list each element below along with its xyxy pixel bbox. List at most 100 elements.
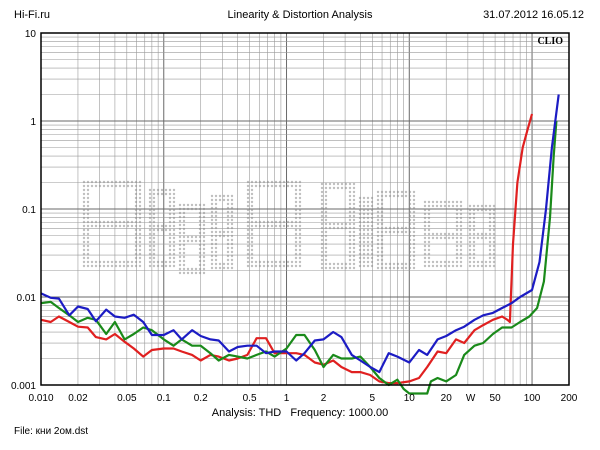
watermark-dot: [340, 182, 344, 186]
watermark-dot: [340, 262, 344, 266]
watermark-dot: [362, 232, 366, 236]
watermark-dot: [172, 264, 176, 268]
watermark-dot: [82, 256, 86, 260]
watermark-dot: [427, 252, 431, 256]
watermark-dot: [258, 184, 262, 188]
watermark-dot: [214, 198, 218, 202]
watermark-dot: [148, 200, 152, 204]
watermark-dot: [472, 252, 476, 256]
watermark-dot: [178, 227, 182, 231]
watermark-dot: [294, 204, 298, 208]
watermark-dot: [352, 238, 356, 242]
watermark-dot: [427, 204, 431, 208]
watermark-dot: [352, 230, 356, 234]
watermark-dot: [366, 240, 370, 244]
watermark-dot: [198, 231, 202, 235]
watermark-dot: [451, 264, 455, 268]
watermark-dot: [459, 256, 463, 260]
watermark-dot: [134, 240, 138, 244]
watermark-dot: [352, 234, 356, 238]
watermark-dot: [98, 220, 102, 224]
watermark-dot: [480, 260, 484, 264]
watermark-dot: [226, 262, 230, 266]
watermark-dot: [468, 248, 472, 252]
watermark-dot: [82, 212, 86, 216]
watermark-dot: [182, 203, 186, 207]
watermark-dot: [226, 206, 230, 210]
watermark-dot: [134, 228, 138, 232]
watermark-dot: [94, 224, 98, 228]
watermark-dot: [404, 230, 408, 234]
watermark-dot: [222, 234, 226, 238]
watermark-dot: [476, 236, 480, 240]
watermark-dot: [250, 260, 254, 264]
watermark-dot: [114, 184, 118, 188]
watermark-dot: [82, 236, 86, 240]
watermark-dot: [172, 256, 176, 260]
watermark-dot: [274, 264, 278, 268]
watermark-dot: [324, 218, 328, 222]
watermark-dot: [172, 196, 176, 200]
watermark-dot: [126, 180, 130, 184]
watermark-dot: [202, 211, 206, 215]
watermark-dot: [488, 216, 492, 220]
watermark-dot: [468, 240, 472, 244]
watermark-dot: [447, 264, 451, 268]
watermark-dot: [178, 239, 182, 243]
watermark-dot: [320, 246, 324, 250]
watermark-dot: [484, 260, 488, 264]
watermark-dot: [348, 266, 352, 270]
watermark-dot: [168, 236, 172, 240]
watermark-dot: [250, 240, 254, 244]
watermark-dot: [324, 186, 328, 190]
watermark-dot: [102, 180, 106, 184]
watermark-dot: [194, 267, 198, 271]
watermark-dot: [178, 259, 182, 263]
y-tick-label: 0.01: [17, 293, 37, 304]
watermark-dot: [332, 266, 336, 270]
watermark-dot: [408, 254, 412, 258]
watermark-dot: [427, 232, 431, 236]
watermark-dot: [186, 271, 190, 275]
watermark-dot: [408, 202, 412, 206]
watermark-dot: [226, 246, 230, 250]
watermark-dot: [294, 248, 298, 252]
x-axis-ticks: 0.010 0.02 0.05 0.1 0.2 0.5 1 2 5 10 20 W 50 100 200: [28, 393, 577, 404]
watermark-dot: [130, 180, 134, 184]
watermark-dot: [358, 232, 362, 236]
watermark-dot: [106, 220, 110, 224]
watermark-dot: [178, 207, 182, 211]
watermark-dot: [134, 232, 138, 236]
watermark-dot: [160, 188, 164, 192]
x-tick-label: 10: [404, 393, 416, 404]
watermark-dot: [358, 204, 362, 208]
watermark-dot: [376, 242, 380, 246]
watermark-dot: [408, 206, 412, 210]
watermark-dot: [358, 260, 362, 264]
watermark-dot: [210, 246, 214, 250]
watermark-dot: [484, 204, 488, 208]
watermark-dot: [282, 220, 286, 224]
watermark-dot: [294, 216, 298, 220]
watermark-dot: [408, 230, 412, 234]
watermark-dot: [392, 230, 396, 234]
watermark-dot: [186, 235, 190, 239]
watermark-dot: [210, 210, 214, 214]
watermark-dot: [90, 224, 94, 228]
watermark-dot: [148, 252, 152, 256]
watermark-dot: [412, 194, 416, 198]
watermark-dot: [86, 244, 90, 248]
watermark-dot: [340, 266, 344, 270]
watermark-dot: [86, 204, 90, 208]
watermark-dot: [262, 220, 266, 224]
watermark-dot: [404, 266, 408, 270]
watermark-dot: [362, 256, 366, 260]
watermark-dot: [358, 252, 362, 256]
watermark-dot: [492, 240, 496, 244]
watermark-dot: [198, 243, 202, 247]
watermark-dot: [148, 260, 152, 264]
watermark-dot: [443, 204, 447, 208]
watermark-dot: [202, 259, 206, 263]
watermark-dot: [427, 228, 431, 232]
watermark-dot: [320, 262, 324, 266]
